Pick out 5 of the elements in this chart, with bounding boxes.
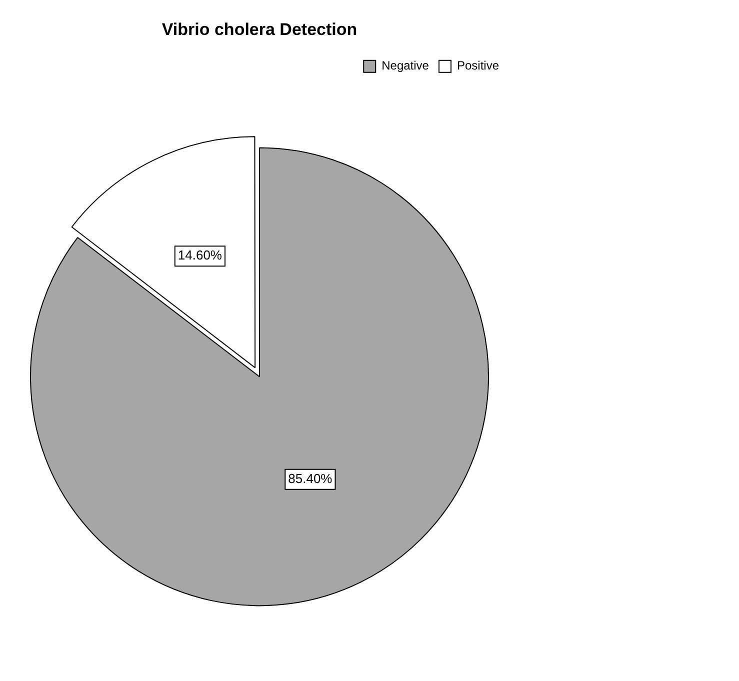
- legend-label: Positive: [456, 58, 500, 73]
- data-label: 85.40%: [288, 470, 333, 486]
- chart-title: Vibrio cholera Detection: [162, 20, 358, 39]
- legend-label: Negative: [382, 58, 430, 73]
- data-label: 14.60%: [178, 248, 222, 263]
